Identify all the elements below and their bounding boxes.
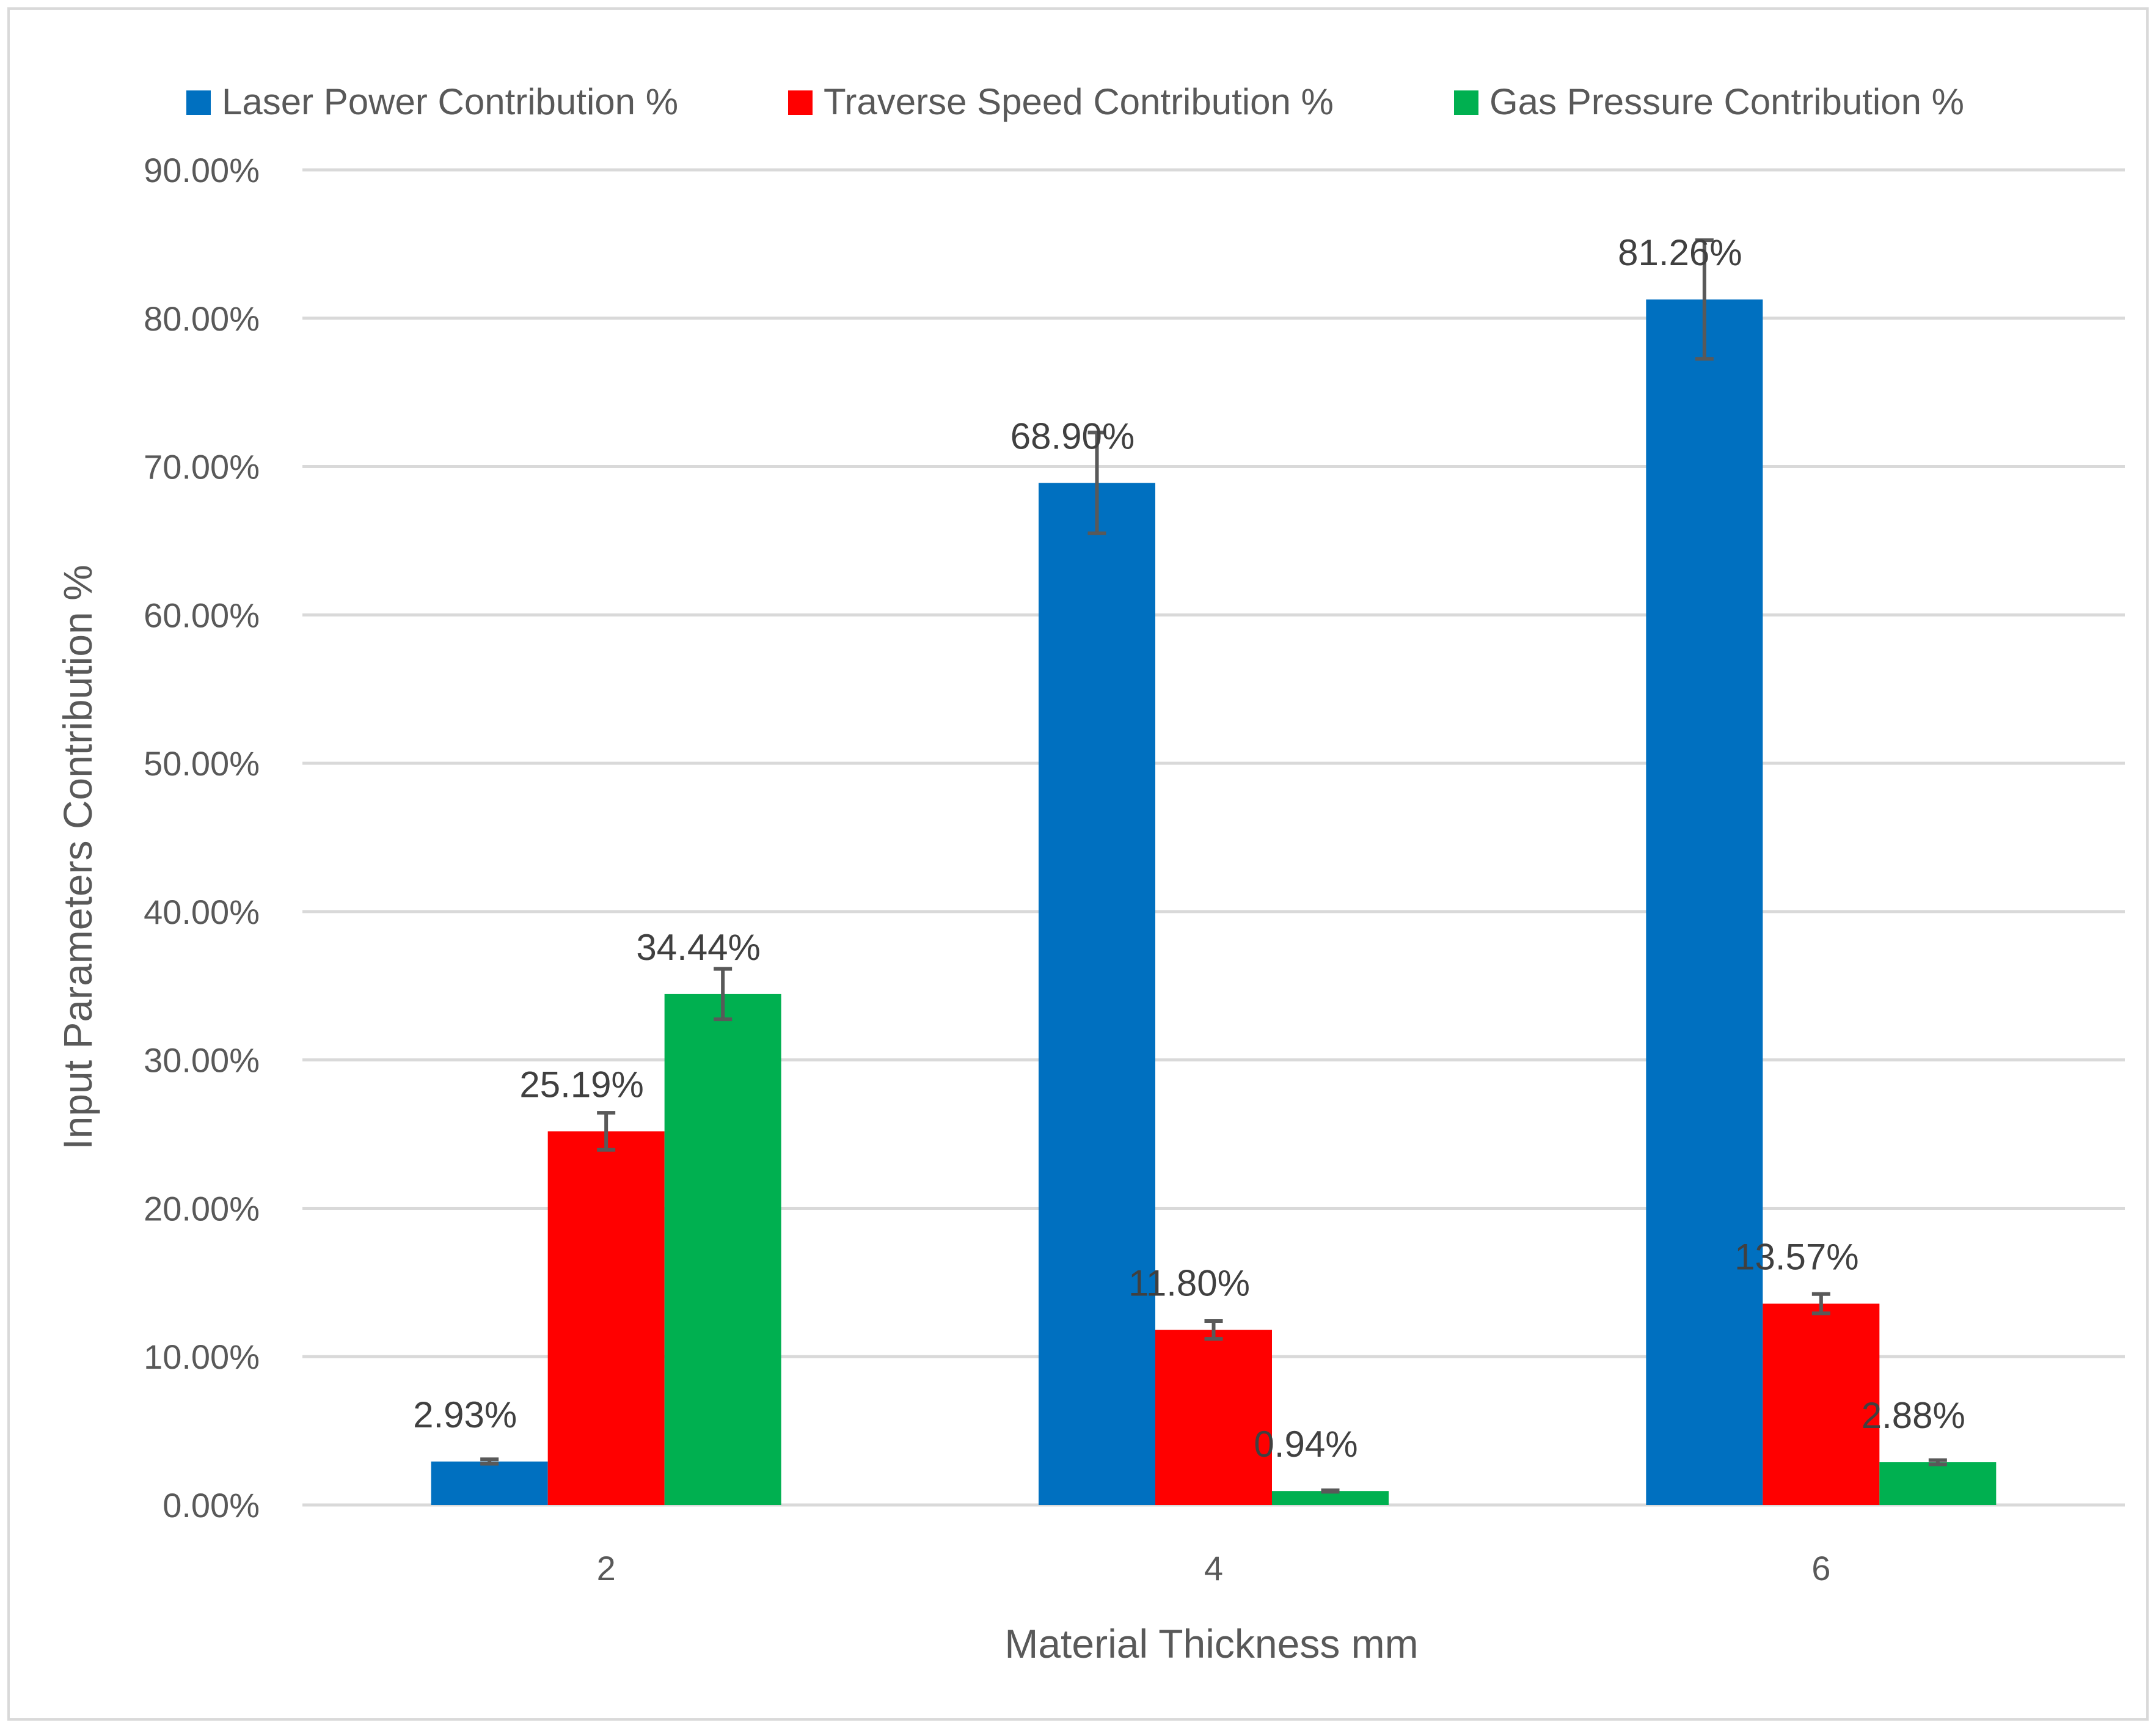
legend: Laser Power Contribution % Traverse Speed… [186, 81, 1964, 122]
data-label: 34.44% [636, 927, 761, 968]
x-tick-label: 6 [1811, 1549, 1830, 1587]
data-label: 68.90% [1010, 416, 1135, 456]
bar [1039, 483, 1155, 1505]
x-axis: 2 4 6 [597, 1549, 1831, 1587]
data-label: 81.26% [1618, 232, 1742, 273]
legend-swatch [788, 90, 813, 115]
data-labels: 2.93% 25.19% 34.44% 68.90% 11.80% 0.94% 81.26%… [413, 232, 1965, 1465]
y-axis-title: Input Parameters Contribution % [55, 565, 100, 1149]
x-tick-label: 4 [1204, 1549, 1223, 1587]
y-axis: 0.00% 10.00% 20.00% 30.00% 40.00% 50.00% 60.00… [144, 151, 260, 1525]
bar [1646, 299, 1763, 1506]
bar [431, 1461, 548, 1505]
data-label: 13.57% [1734, 1237, 1859, 1278]
y-tick-label: 90.00% [144, 151, 260, 189]
data-label: 0.94% [1254, 1424, 1358, 1465]
data-label: 2.93% [413, 1394, 517, 1435]
legend-swatch [186, 90, 211, 115]
y-tick-label: 10.00% [144, 1338, 260, 1376]
bar [1879, 1462, 1997, 1505]
legend-label: Laser Power Contribution % [222, 81, 678, 122]
bar [547, 1131, 665, 1505]
bar [1155, 1330, 1272, 1505]
x-axis-title: Material Thickness mm [1004, 1621, 1418, 1666]
data-label: 2.88% [1862, 1395, 1965, 1436]
bars [431, 299, 1997, 1506]
y-tick-label: 40.00% [144, 893, 260, 931]
y-tick-label: 60.00% [144, 596, 260, 634]
y-tick-label: 80.00% [144, 299, 260, 338]
y-tick-label: 20.00% [144, 1189, 260, 1228]
x-tick-label: 2 [597, 1549, 616, 1587]
data-label: 11.80% [1128, 1263, 1250, 1304]
bar [1272, 1491, 1389, 1505]
legend-swatch [1454, 90, 1478, 115]
y-tick-label: 70.00% [144, 448, 260, 486]
y-tick-label: 30.00% [144, 1041, 260, 1080]
error-bars [480, 238, 1947, 1494]
y-tick-label: 50.00% [144, 744, 260, 783]
y-tick-label: 0.00% [163, 1486, 260, 1525]
legend-label: Gas Pressure Contribution % [1489, 81, 1964, 122]
bar [1763, 1303, 1880, 1505]
legend-label: Traverse Speed Contribution % [824, 81, 1334, 122]
data-label: 25.19% [519, 1064, 644, 1105]
bar [664, 994, 781, 1505]
